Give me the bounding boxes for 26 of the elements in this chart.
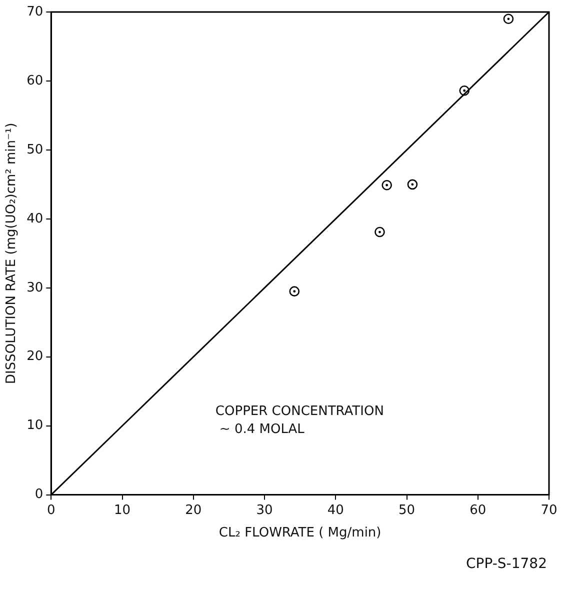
x-tick-label: 20 [185,502,202,518]
y-tick-label: 40 [26,211,44,226]
x-tick-label: 30 [256,502,273,518]
x-tick-label: 50 [398,502,416,518]
y-tick-label: 20 [26,349,44,364]
text: CPP-S-1782 [466,556,547,572]
x-tick-label: 0 [47,502,56,518]
y-tick-label: 60 [26,73,44,88]
y-tick-label: 70 [26,4,44,20]
point [407,179,418,190]
x-tick-label: 40 [327,502,344,518]
x-axis-title: CL₂ FLOWRATE ( Mg/min) [218,526,382,541]
x-tick-label: 60 [470,502,486,518]
y-tick-label: 50 [26,142,44,158]
y-axis-title: DISSOLUTION RATE (mg(UO₂)cm² min⁻¹) [4,122,20,384]
point [382,180,392,190]
point [289,286,300,296]
annotation: COPPER CONCENTRATION ∼ 0.4 MOLAL [215,404,384,438]
x-tick-label: 70 [540,502,558,518]
point [503,14,514,24]
y-tick-label: 0 [34,487,44,502]
y-tick-label: 10 [26,418,44,434]
x-tick-label: 10 [114,502,131,518]
y-tick-label: 30 [26,280,44,296]
point [459,85,470,96]
point [374,226,385,238]
